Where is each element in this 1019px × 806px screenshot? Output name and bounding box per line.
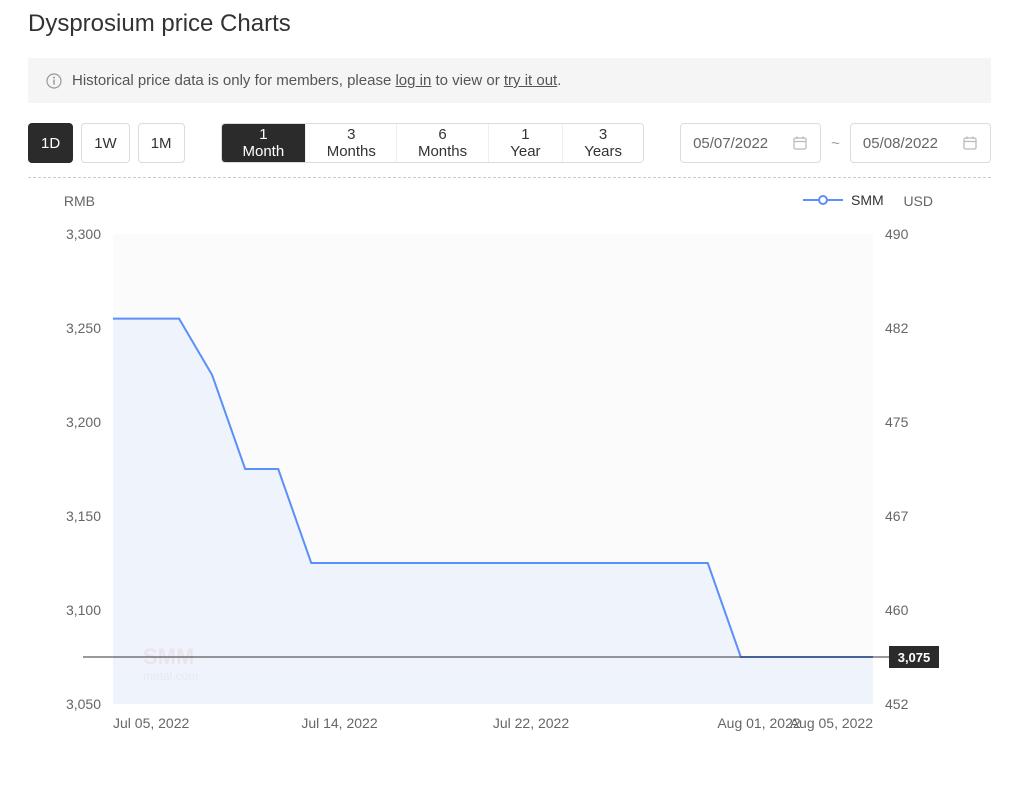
y-left-tick: 3,050	[66, 696, 101, 712]
calendar-icon	[792, 135, 808, 151]
legend-label[interactable]: SMM	[851, 192, 884, 208]
y-left-tick: 3,100	[66, 602, 101, 618]
range-segment-group: 1 Month3 Months6 Months1 Year3 Years	[221, 123, 645, 163]
y-left-tick: 3,150	[66, 508, 101, 524]
legend-marker	[819, 196, 827, 204]
latest-value-text: 3,075	[898, 650, 931, 665]
member-notice: Historical price data is only for member…	[28, 58, 991, 103]
x-tick: Jul 14, 2022	[301, 715, 377, 731]
calendar-icon	[962, 135, 978, 151]
info-icon	[46, 73, 62, 89]
x-tick: Jul 05, 2022	[113, 715, 189, 731]
date-from-value: 05/07/2022	[693, 135, 768, 152]
tryout-link[interactable]: try it out	[504, 72, 557, 89]
y-right-tick: 460	[885, 602, 909, 618]
date-range-separator: ~	[829, 135, 842, 152]
y-left-tick: 3,250	[66, 320, 101, 336]
range-segment-1-month[interactable]: 1 Month	[222, 124, 307, 162]
interval-button-group: 1D1W1M	[28, 123, 185, 163]
interval-button-1w[interactable]: 1W	[81, 123, 130, 163]
y-right-tick: 475	[885, 414, 909, 430]
x-tick: Aug 01, 2022	[717, 715, 801, 731]
date-to-value: 05/08/2022	[863, 135, 938, 152]
interval-button-1m[interactable]: 1M	[138, 123, 185, 163]
divider	[28, 177, 991, 178]
y-right-tick: 482	[885, 320, 909, 336]
login-link[interactable]: log in	[395, 72, 431, 89]
chart-area: RMB USD SMM 3,050 452 3,100 460 3,150 467 3,200 47…	[28, 184, 991, 754]
y-left-tick: 3,200	[66, 414, 101, 430]
range-segment-3-months[interactable]: 3 Months	[306, 124, 397, 162]
y-right-tick: 467	[885, 508, 909, 524]
range-segment-1-year[interactable]: 1 Year	[489, 124, 563, 162]
page-title: Dysprosium price Charts	[28, 10, 991, 38]
date-to-input[interactable]: 05/08/2022	[850, 123, 991, 163]
y-right-tick: 490	[885, 226, 909, 242]
y-left-tick: 3,300	[66, 226, 101, 242]
range-segment-3-years[interactable]: 3 Years	[563, 124, 643, 162]
interval-button-1d[interactable]: 1D	[28, 123, 73, 163]
y-right-tick: 452	[885, 696, 909, 712]
range-segment-6-months[interactable]: 6 Months	[397, 124, 488, 162]
x-tick: Aug 05, 2022	[790, 715, 874, 731]
date-from-input[interactable]: 05/07/2022	[680, 123, 821, 163]
controls-row: 1D1W1M 1 Month3 Months6 Months1 Year3 Ye…	[28, 123, 991, 163]
left-axis-label: RMB	[64, 193, 95, 209]
right-axis-label: USD	[903, 193, 933, 209]
notice-text: Historical price data is only for member…	[72, 72, 561, 89]
x-tick: Jul 22, 2022	[493, 715, 569, 731]
price-chart: RMB USD SMM 3,050 452 3,100 460 3,150 467 3,200 47…	[28, 184, 988, 754]
